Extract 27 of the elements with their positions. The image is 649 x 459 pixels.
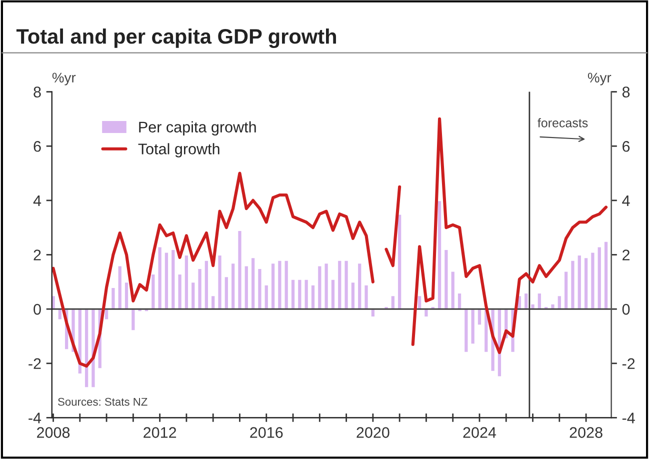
y2-tick-label: 6 bbox=[622, 140, 630, 152]
y-tick-label: 4 bbox=[33, 195, 42, 206]
annotation: Sources: Stats NZ bbox=[58, 398, 148, 406]
x-tick-label: 2024 bbox=[463, 427, 496, 438]
y2-axis-title: %yr bbox=[588, 72, 612, 86]
x-tick-label: 2020 bbox=[356, 427, 390, 438]
y2-tick-label: 2 bbox=[622, 250, 630, 260]
x-tick-label: 2012 bbox=[144, 427, 176, 438]
y2-tick-label: 8 bbox=[622, 86, 630, 98]
ref-line-label: forecasts bbox=[538, 118, 588, 128]
chart-title: Total and per capita GDP growth bbox=[16, 28, 336, 48]
y-tick-label: 6 bbox=[34, 140, 41, 152]
legend-label: Total growth bbox=[138, 143, 220, 158]
y-tick-label: 2 bbox=[34, 250, 41, 260]
y2-tick-label: 4 bbox=[622, 195, 630, 206]
y2-tick-label: -2 bbox=[622, 358, 635, 369]
x-tick-label: 2028 bbox=[570, 427, 602, 438]
x-tick-label: 2016 bbox=[250, 427, 283, 438]
legend-label: Per capita growth bbox=[139, 121, 256, 136]
y2-tick-label: -4 bbox=[622, 412, 635, 424]
y-axis-title: %yr bbox=[52, 72, 76, 86]
y-tick-label: 0 bbox=[34, 304, 41, 315]
y-tick-label: -4 bbox=[28, 412, 42, 424]
y-tick-label: -2 bbox=[28, 358, 41, 369]
y-tick-label: 8 bbox=[34, 86, 41, 98]
x-tick-label: 2008 bbox=[37, 427, 70, 438]
y2-tick-label: 0 bbox=[622, 304, 630, 315]
